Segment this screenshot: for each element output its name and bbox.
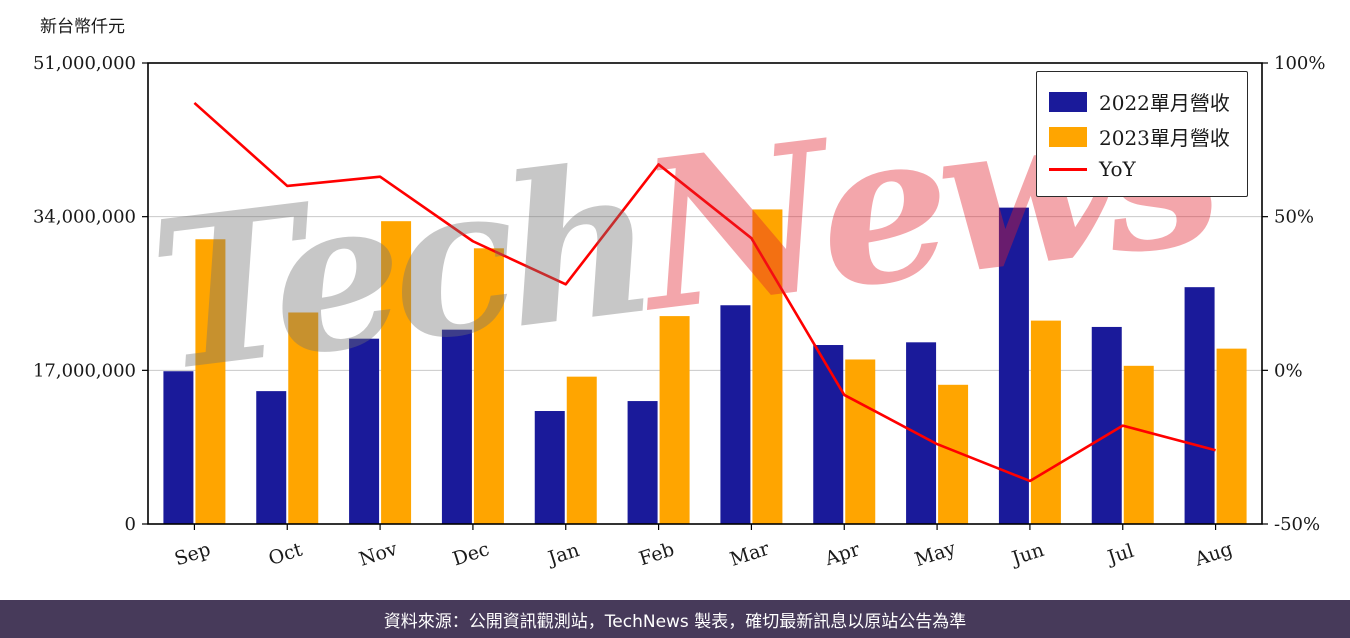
y-left-tick-label: 17,000,000 — [33, 360, 136, 381]
y-right-tick-label: -50% — [1274, 514, 1320, 535]
x-tick-label-Feb: Feb — [636, 538, 677, 570]
legend-label-2022: 2022單月營收 — [1099, 91, 1230, 115]
bar-2022-Jul — [1091, 326, 1122, 524]
x-tick-label-Jan: Jan — [544, 539, 582, 570]
legend-item-yoy: YoY — [1049, 157, 1235, 181]
legend-label-2023: 2023單月營收 — [1099, 126, 1230, 150]
legend-label-yoy: YoY — [1099, 157, 1136, 181]
bar-2023-Feb — [659, 316, 690, 524]
x-tick-label-Sep: Sep — [172, 538, 213, 570]
x-tick-label-Jun: Jun — [1007, 539, 1046, 570]
bar-2023-Mar — [752, 209, 783, 524]
bar-2023-Nov — [381, 221, 412, 524]
legend-swatch-2022 — [1049, 91, 1087, 112]
bar-2022-Sep — [163, 371, 194, 524]
legend-swatch-yoy-line — [1049, 167, 1087, 171]
y-right-tick-label: 0% — [1274, 360, 1303, 381]
plot-frame — [147, 62, 1263, 525]
x-tick-label-May: May — [912, 537, 959, 571]
x-tick-label-Oct: Oct — [266, 538, 305, 569]
y-left-tick-label: 51,000,000 — [33, 53, 136, 74]
bar-2022-Oct — [256, 391, 287, 524]
x-tick-label-Nov: Nov — [356, 538, 400, 571]
x-tick-label-Dec: Dec — [450, 538, 492, 570]
footer-bar: 資料來源：公開資訊觀測站，TechNews 製表，確切最新訊息以原站公告為準 — [0, 600, 1350, 638]
y-right-tick-label: 50% — [1274, 207, 1314, 228]
bar-2022-Nov — [349, 338, 380, 524]
bar-2023-Dec — [473, 248, 504, 524]
y-left-tick-label: 34,000,000 — [33, 207, 136, 228]
bar-2023-Jan — [566, 376, 597, 524]
bar-2023-Sep — [195, 239, 226, 524]
bar-2022-Mar — [720, 305, 751, 524]
legend-item-2022: 2022單月營收 — [1049, 87, 1235, 116]
bar-2023-Jun — [1030, 320, 1061, 524]
bar-2022-Jun — [998, 207, 1029, 525]
y-right-tick-label: 100% — [1274, 53, 1325, 74]
bar-2022-Jan — [534, 411, 565, 524]
legend-swatch-2023 — [1049, 126, 1087, 147]
bar-2022-Apr — [813, 345, 844, 524]
bar-2022-May — [906, 342, 937, 524]
legend: 2022單月營收 2023單月營收 YoY — [1036, 71, 1248, 197]
bar-2023-Apr — [845, 359, 876, 524]
footer-text: 資料來源：公開資訊觀測站，TechNews 製表，確切最新訊息以原站公告為準 — [383, 611, 967, 632]
x-tick-label-Mar: Mar — [727, 537, 773, 571]
bar-2022-Aug — [1184, 287, 1215, 524]
y-axis-unit-label: 新台幣仟元 — [40, 17, 125, 37]
bar-2023-Jul — [1123, 365, 1154, 524]
legend-item-2023: 2023單月營收 — [1049, 122, 1235, 151]
bar-2022-Dec — [441, 329, 472, 524]
y-left-tick-label: 0 — [125, 514, 136, 535]
bar-2023-Oct — [288, 312, 319, 524]
x-tick-label-Apr: Apr — [821, 538, 863, 570]
x-tick-label-Jul: Jul — [1103, 540, 1136, 570]
yoy-line — [193, 101, 1216, 483]
bar-2022-Feb — [627, 401, 658, 524]
x-tick-label-Aug: Aug — [1191, 538, 1235, 571]
bar-2023-Aug — [1216, 348, 1247, 524]
